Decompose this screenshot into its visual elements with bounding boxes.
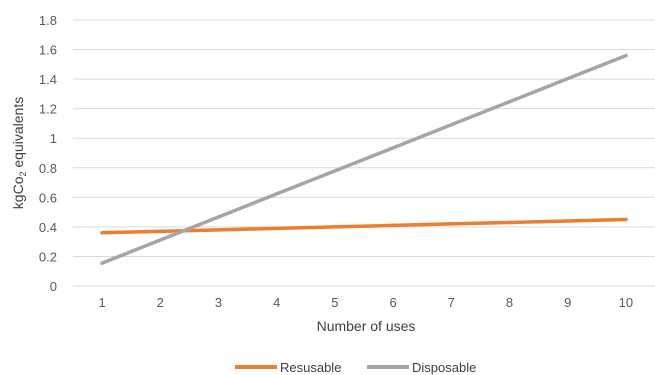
y-tick-label: 1.4: [39, 72, 57, 87]
data-point-disposable: [333, 169, 337, 173]
legend-label-resusable: Resusable: [280, 360, 341, 375]
legend-item-resusable: Resusable: [235, 360, 341, 375]
data-point-resusable: [100, 231, 104, 235]
y-tick-label: 1: [50, 131, 57, 146]
x-tick-label: 3: [215, 295, 222, 310]
data-point-disposable: [158, 238, 163, 242]
data-point-resusable: [449, 222, 454, 226]
series-resusable: [100, 217, 628, 235]
data-point-resusable: [158, 229, 163, 234]
y-axis-title: kgCo2 equivalents: [10, 97, 28, 209]
series-line-disposable: [100, 53, 628, 265]
x-tick-label: 1: [98, 295, 105, 310]
x-tick-label: 7: [448, 295, 455, 310]
x-tick-label: 4: [273, 295, 280, 310]
x-tick-label: 10: [619, 295, 633, 310]
y-tick-label: 1.6: [39, 43, 57, 58]
legend-label-disposable: Disposable: [412, 360, 476, 375]
x-tick-label: 2: [157, 295, 164, 310]
data-point-resusable: [507, 220, 512, 225]
y-tick-label: 0.6: [39, 190, 57, 205]
y-tick-label: 1.8: [39, 13, 57, 28]
data-point-disposable: [449, 123, 454, 127]
legend: Resusable Disposable: [235, 360, 476, 375]
data-point-disposable: [391, 146, 395, 150]
y-tick-label: 1.2: [39, 102, 57, 117]
data-point-disposable: [274, 192, 279, 196]
series-lines: [100, 53, 628, 265]
gridlines: [73, 19, 655, 287]
data-point-disposable: [565, 76, 570, 81]
x-tick-label: 8: [506, 295, 513, 310]
y-tick-label: 0.4: [39, 220, 57, 235]
data-point-disposable: [216, 215, 221, 219]
y-tick-labels: 0 0.2 0.4 0.6 0.8 1 1.2 1.4 1.6 1.8: [39, 13, 57, 294]
data-point-resusable: [624, 217, 628, 222]
x-tick-labels: 1 2 3 4 5 6 7 8 9 10: [98, 295, 633, 310]
y-tick-label: 0: [50, 279, 57, 294]
x-axis-title: Number of uses: [317, 318, 416, 334]
data-point-resusable: [274, 226, 279, 231]
data-point-resusable: [333, 225, 337, 229]
y-tick-label: 0.8: [39, 161, 57, 176]
x-tick-label: 6: [389, 295, 396, 310]
series-line-resusable: [100, 217, 628, 235]
data-point-resusable: [216, 228, 221, 232]
data-point-disposable: [100, 261, 104, 265]
x-tick-label: 5: [331, 295, 338, 310]
data-point-disposable: [624, 53, 628, 58]
data-point-resusable: [565, 219, 570, 223]
x-tick-label: 9: [564, 295, 571, 310]
y-tick-label: 0.2: [39, 249, 57, 264]
legend-item-disposable: Disposable: [367, 360, 476, 375]
data-point-resusable: [391, 223, 395, 228]
data-point-disposable: [507, 99, 512, 104]
series-disposable: [100, 53, 628, 265]
